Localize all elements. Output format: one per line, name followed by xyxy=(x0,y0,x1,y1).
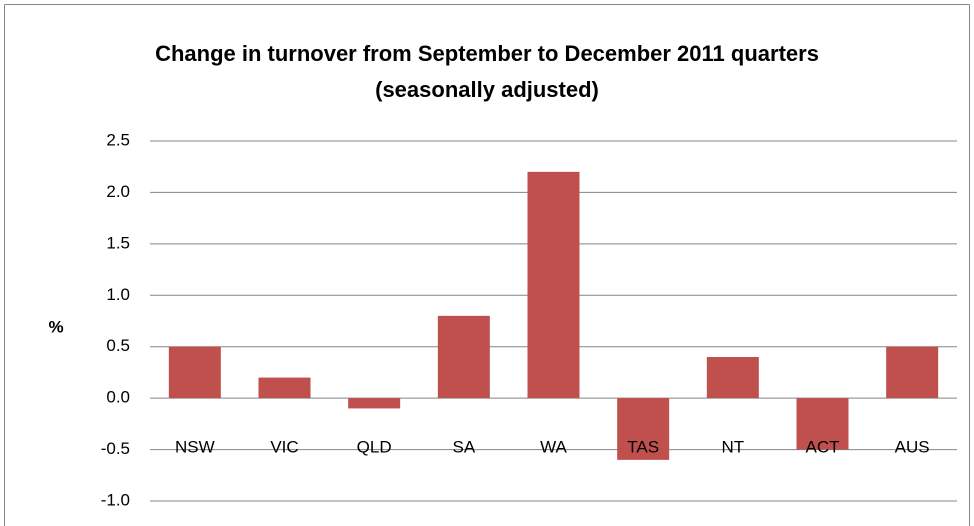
bar xyxy=(348,398,401,409)
x-tick-label: TAS xyxy=(627,438,659,457)
y-tick-label: 2.5 xyxy=(106,130,130,149)
bar xyxy=(527,171,580,399)
x-tick-label: NSW xyxy=(175,438,215,457)
bar xyxy=(796,398,849,450)
y-tick-label: 1.0 xyxy=(106,285,130,304)
y-tick-label: -1.0 xyxy=(101,490,130,509)
y-tick-label: 1.5 xyxy=(106,233,130,252)
bar xyxy=(168,346,221,399)
bar xyxy=(706,357,759,399)
x-tick-label: WA xyxy=(540,438,567,457)
y-tick-label: -0.5 xyxy=(101,439,130,458)
x-tick-label: QLD xyxy=(357,438,392,457)
bar xyxy=(258,377,311,399)
x-tick-label: NT xyxy=(721,438,744,457)
y-axis-label: % xyxy=(48,317,63,336)
y-tick-label: 0.0 xyxy=(106,388,130,407)
bar xyxy=(617,398,670,460)
y-tick-label: 2.0 xyxy=(106,182,130,201)
chart-title: Change in turnover from September to Dec… xyxy=(155,41,819,102)
x-tick-label: VIC xyxy=(270,438,298,457)
x-tick-label: AUS xyxy=(895,438,930,457)
x-tick-label: ACT xyxy=(806,438,840,457)
bar xyxy=(437,315,490,399)
y-tick-label: 0.5 xyxy=(106,336,130,355)
bar xyxy=(886,346,939,399)
x-tick-label: SA xyxy=(452,438,475,457)
